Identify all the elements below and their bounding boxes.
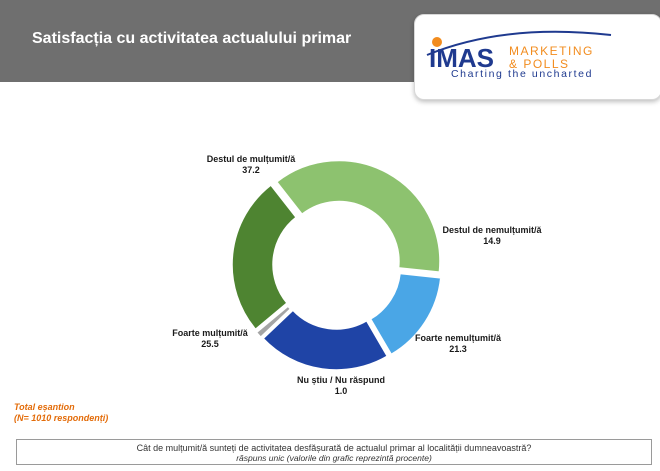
question-note: răspuns unic (valorile din grafic reprez… (236, 453, 432, 463)
donut-slice (262, 309, 389, 371)
logo-line1: MARKETING (509, 44, 594, 58)
slice-label-name: Nu știu / Nu răspund (296, 375, 385, 385)
slice-label-value: 1.0 (334, 386, 348, 396)
donut-slice (231, 183, 298, 331)
slice-label-nu-stiu: Nu știu / Nu răspund 1.0 (286, 375, 396, 397)
logo-line2: & POLLS (509, 57, 570, 71)
logo-graphic: IMAS MARKETING & POLLS Charting the unch… (426, 30, 612, 80)
donut-slice (255, 305, 292, 339)
slice-label-value: 21.3 (449, 344, 467, 354)
slice-label-value: 37.2 (242, 165, 260, 175)
slice-label-name: Foarte mulțumit/ă (172, 328, 248, 338)
sample-line2: (N= 1010 respondenți) (14, 413, 109, 423)
logo-brand: IMAS (429, 43, 494, 73)
sample-line1: Total eșantion (14, 402, 75, 412)
slice-label-value: 25.5 (201, 339, 219, 349)
slice-label-foarte-nemultumit: Foarte nemulțumit/ă 21.3 (404, 333, 512, 355)
donut-slice (275, 159, 441, 273)
question-box: Cât de mulțumit/ă sunteți de activitatea… (16, 439, 652, 465)
slice-label-name: Destul de nemulțumit/ă (442, 225, 542, 235)
donut-slice (369, 272, 442, 356)
slice-label-value: 14.9 (483, 236, 501, 246)
slice-label-destul-multumit: Destul de mulțumit/ă 37.2 (196, 154, 306, 176)
page-title: Satisfacția cu activitatea actualului pr… (32, 30, 352, 47)
question-text: Cât de mulțumit/ă sunteți de activitatea… (136, 443, 532, 453)
brand-logo: IMAS MARKETING & POLLS Charting the unch… (414, 14, 660, 100)
slice-label-name: Foarte nemulțumit/ă (414, 333, 501, 343)
slice-label-name: Destul de mulțumit/ă (206, 154, 296, 164)
sample-size-note: Total eșantion (N= 1010 respondenți) (14, 402, 108, 424)
slice-label-destul-nemultumit: Destul de nemulțumit/ă 14.9 (434, 225, 550, 247)
logo-dot (432, 37, 442, 47)
slice-label-foarte-multumit: Foarte mulțumit/ă 25.5 (158, 328, 262, 350)
logo-tagline: Charting the uncharted (451, 68, 593, 80)
logo-swoosh (426, 30, 612, 56)
